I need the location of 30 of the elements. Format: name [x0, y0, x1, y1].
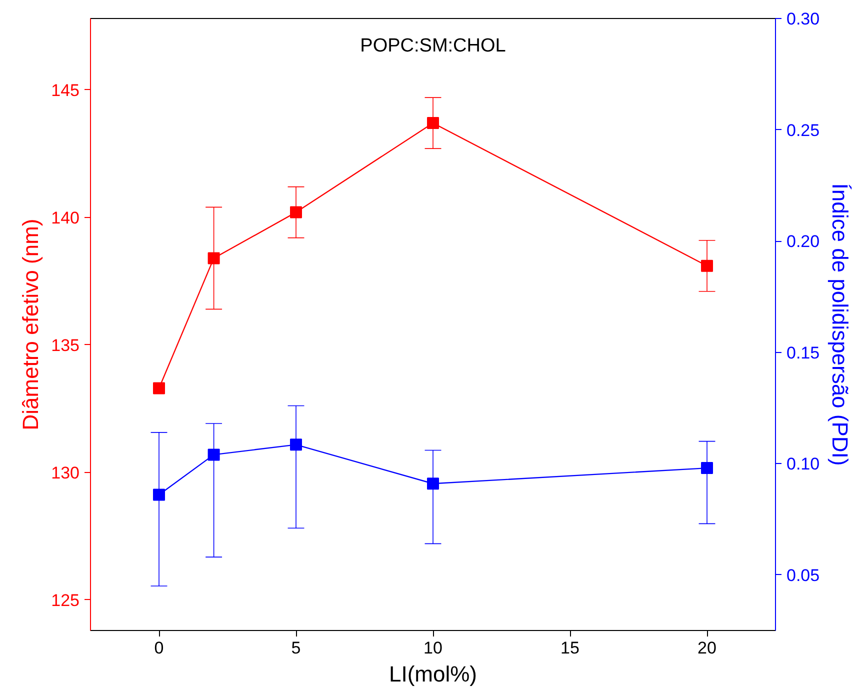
point	[701, 260, 713, 272]
point	[153, 382, 165, 394]
y2-tick-label: 0.15	[786, 343, 820, 362]
point	[208, 252, 220, 264]
y-tick-label: 140	[51, 208, 80, 228]
point	[290, 206, 302, 218]
y2-tick-label: 0.30	[786, 10, 820, 28]
y-tick-label: 145	[51, 80, 80, 100]
x-tick-label: 0	[154, 638, 164, 658]
y2-tick-label: 0.25	[786, 120, 820, 140]
y-tick-label: 135	[51, 336, 80, 355]
x-axis-title: LI(mol%)	[388, 662, 478, 686]
point	[427, 117, 439, 130]
point	[153, 488, 165, 501]
y2-tick-label: 0.20	[786, 232, 820, 252]
y2-axis-title: Índice de polidispersão (PDI)	[828, 183, 853, 466]
y-tick-label: 125	[51, 590, 80, 610]
y-axis-title: Diâmetro efetivo (nm)	[18, 218, 44, 430]
point	[208, 448, 220, 461]
y2-tick-label: 0.05	[786, 566, 820, 585]
x-tick-label: 10	[424, 638, 442, 658]
point	[701, 462, 713, 474]
y2-tick-label: 0.10	[786, 454, 820, 474]
point	[290, 438, 302, 451]
text: POPC:SM:CHOL	[360, 36, 506, 56]
point	[427, 478, 439, 490]
x-tick-label: 15	[560, 638, 580, 658]
y-tick-label: 130	[51, 463, 80, 482]
x-tick-label: 20	[698, 638, 716, 658]
x-tick-label: 5	[291, 638, 301, 658]
